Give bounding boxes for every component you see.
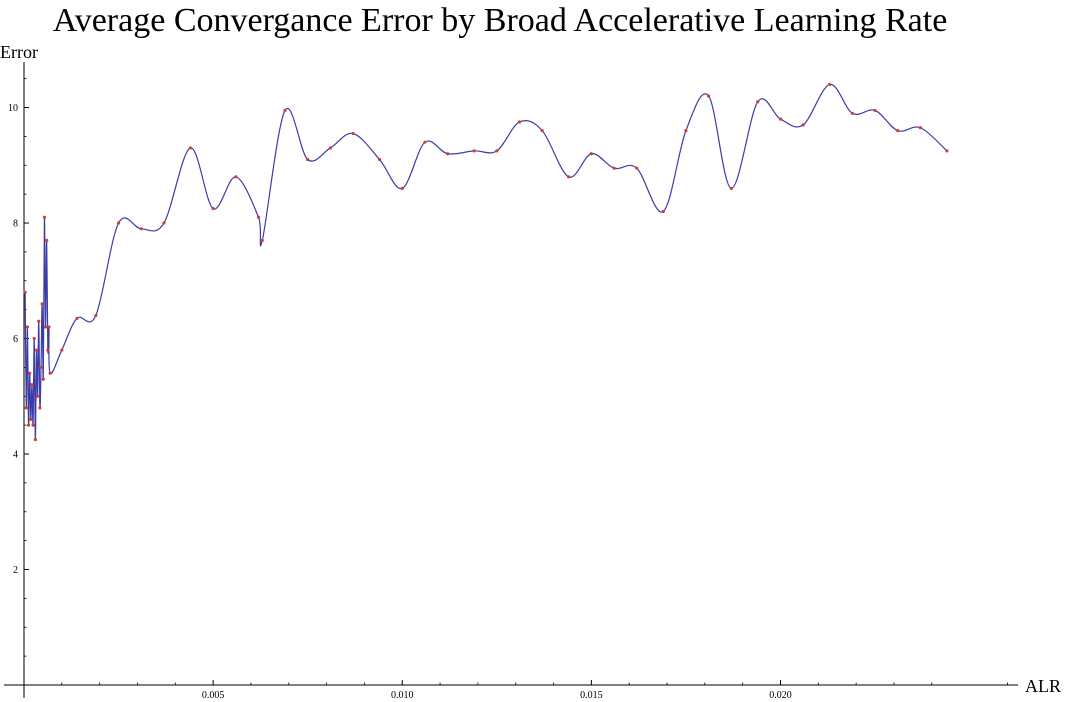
data-point <box>188 146 193 150</box>
data-point <box>945 149 949 153</box>
data-point <box>116 221 121 225</box>
x-tick-label: 0.005 <box>202 690 225 701</box>
data-point <box>801 123 805 127</box>
data-point <box>34 348 39 352</box>
data-point <box>729 186 733 190</box>
data-point <box>828 82 832 87</box>
data-point <box>48 371 52 375</box>
data-point <box>661 209 665 214</box>
chart-title: Average Convergance Error by Broad Accel… <box>52 2 948 39</box>
data-point <box>45 238 49 242</box>
data-point <box>33 437 37 442</box>
data-point <box>918 126 923 130</box>
y-tick-label: 6 <box>13 334 18 345</box>
x-tick-label: 0.015 <box>580 690 603 701</box>
y-tick-label: 10 <box>8 103 18 114</box>
data-point <box>589 152 593 156</box>
data-point <box>400 186 404 190</box>
data-point <box>423 140 427 144</box>
data-point <box>32 336 36 341</box>
data-point <box>162 221 166 225</box>
data-point <box>37 319 41 323</box>
data-point <box>707 94 711 98</box>
data-point <box>23 290 27 294</box>
x-ticks: 0.005 0.010 0.015 0.020 <box>61 680 1008 701</box>
data-point <box>94 313 98 318</box>
data-point <box>75 316 79 320</box>
data-point <box>29 417 33 421</box>
data-point <box>306 157 310 162</box>
data-point <box>36 394 40 398</box>
x-axis-label: ALR <box>1025 676 1061 696</box>
data-point <box>30 383 34 387</box>
data-point <box>328 146 332 150</box>
data-point <box>31 423 35 427</box>
data-point <box>446 152 450 156</box>
data-point <box>60 348 64 352</box>
data-point <box>256 215 261 219</box>
data-point <box>47 325 51 329</box>
data-point <box>567 175 571 179</box>
data-point <box>850 111 854 115</box>
y-tick-label: 2 <box>13 565 18 576</box>
y-ticks: 2 4 6 8 10 <box>8 78 29 657</box>
series-layer <box>23 82 949 442</box>
data-point <box>38 406 42 410</box>
data-point <box>495 149 499 153</box>
data-point <box>24 406 28 410</box>
data-point <box>234 175 238 179</box>
data-point <box>39 365 43 369</box>
data-point <box>896 129 900 133</box>
y-tick-label: 8 <box>13 219 18 230</box>
data-point <box>41 377 45 381</box>
data-point <box>756 100 760 104</box>
data-point <box>43 325 48 329</box>
data-point <box>40 302 44 306</box>
y-axis-label: Error <box>0 42 38 62</box>
data-point <box>42 215 47 219</box>
data-point <box>873 108 877 113</box>
data-point <box>517 120 522 124</box>
data-point <box>26 423 31 427</box>
data-point <box>472 149 476 153</box>
series-line <box>24 83 948 441</box>
data-point <box>260 238 264 242</box>
data-point <box>612 166 616 170</box>
data-point <box>25 325 30 329</box>
data-point <box>46 348 50 352</box>
data-point <box>778 117 783 121</box>
data-point <box>211 206 215 211</box>
data-point <box>139 227 143 231</box>
data-point <box>377 157 382 162</box>
data-point <box>540 129 544 133</box>
data-point <box>283 108 287 113</box>
x-tick-label: 0.010 <box>391 690 414 701</box>
y-tick-label: 4 <box>13 450 18 461</box>
data-point <box>351 131 355 136</box>
data-point <box>28 371 32 375</box>
data-point <box>635 166 639 170</box>
axes: 0.005 0.010 0.015 0.020 2 4 6 8 10 <box>4 62 1018 701</box>
x-tick-label: 0.020 <box>769 690 792 701</box>
data-point <box>684 129 688 133</box>
